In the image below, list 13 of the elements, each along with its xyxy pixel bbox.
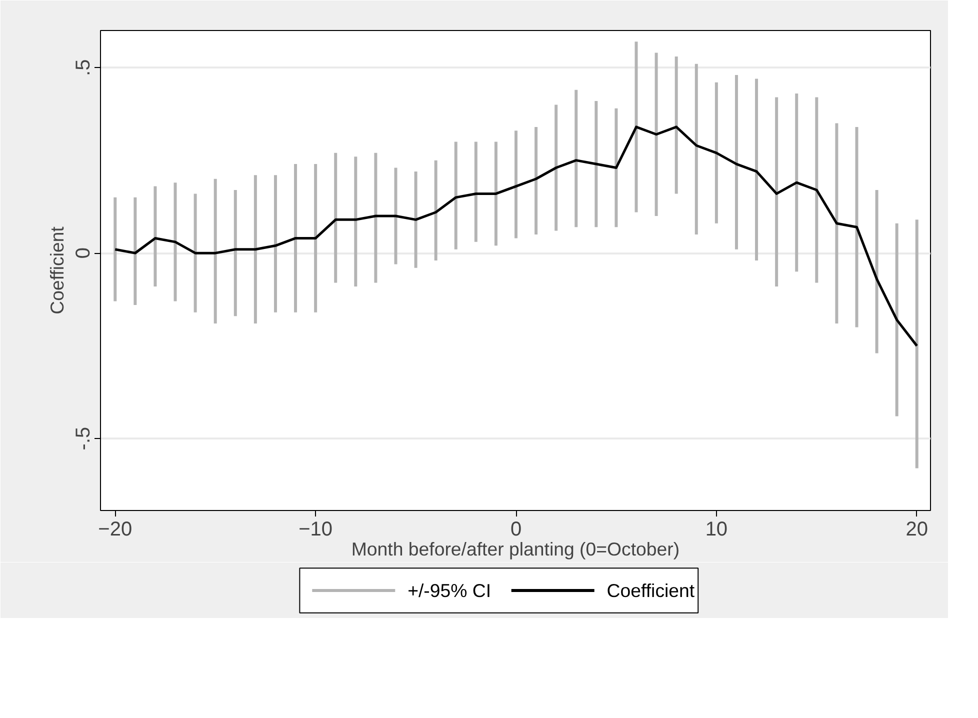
y-tick-label: 0 [72,248,94,259]
x-tick-label: 10 [705,518,728,540]
x-tick-label: 0 [510,518,522,540]
x-tick-label: −10 [298,518,333,540]
x-tick-label: 20 [906,518,928,540]
y-tick-label: -.5 [72,426,94,450]
text: +/-95% CI [408,580,492,601]
legend-label: Coefficient [606,580,696,601]
x-tick-label: −20 [98,518,132,540]
y-tick-label: .5 [72,59,94,76]
x-axis-title: Month before/after planting (0=October) [351,538,680,560]
y-axis-title: Coefficient [46,226,68,314]
line-series [114,126,918,348]
